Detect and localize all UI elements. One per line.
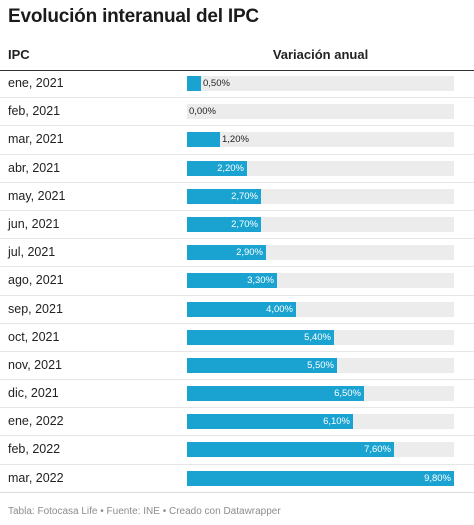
row-label: ene, 2021 xyxy=(8,76,64,90)
table-row: jul, 2021 2,90% xyxy=(0,239,474,268)
row-label: jun, 2021 xyxy=(8,216,60,231)
table-header: IPC Variación anual xyxy=(0,42,474,71)
bar-track: 2,90% xyxy=(187,245,454,261)
table-row: abr, 2021 2,20% xyxy=(0,155,474,183)
bar xyxy=(187,216,261,232)
table-row: feb, 2021 0,00% xyxy=(0,98,474,127)
bar-value-label: 5,50% xyxy=(307,359,334,371)
row-label: ene, 2022 xyxy=(8,414,64,429)
bar-value-label: 2,70% xyxy=(231,190,258,202)
table-row: jun, 2021 2,70% xyxy=(0,211,474,240)
table-row: nov, 2021 5,50% xyxy=(0,352,474,381)
bar-track: 2,70% xyxy=(187,188,454,204)
row-label: mar, 2022 xyxy=(8,470,64,485)
source-footer: Tabla: Fotocasa Life • Fuente: INE • Cre… xyxy=(8,506,281,517)
table-row: may, 2021 2,70% xyxy=(0,183,474,211)
bar xyxy=(187,273,277,289)
bar-track: 2,20% xyxy=(187,160,454,176)
row-label: dic, 2021 xyxy=(8,386,59,401)
bar xyxy=(187,470,454,486)
row-label: mar, 2021 xyxy=(8,132,64,147)
row-label: ago, 2021 xyxy=(8,273,64,288)
bar-track: 0,00% xyxy=(187,104,454,120)
table-row: ago, 2021 3,30% xyxy=(0,267,474,296)
bar xyxy=(187,414,353,430)
row-label: abr, 2021 xyxy=(8,160,61,175)
bar xyxy=(187,188,261,204)
row-label: nov, 2021 xyxy=(8,357,62,372)
bar xyxy=(187,76,201,91)
bar-track: 2,70% xyxy=(187,216,454,232)
table-row: feb, 2022 7,60% xyxy=(0,436,474,465)
bar xyxy=(187,160,247,176)
table-row: sep, 2021 4,00% xyxy=(0,296,474,324)
table-row: ene, 2021 0,50% xyxy=(0,70,474,99)
bar-track: 6,10% xyxy=(187,414,454,430)
table-row: oct, 2021 5,40% xyxy=(0,324,474,352)
row-label: feb, 2022 xyxy=(8,442,61,457)
bar-value-label: 2,90% xyxy=(236,247,263,259)
bar xyxy=(187,357,337,373)
bar-track: 1,20% xyxy=(187,132,454,148)
bar-value-label: 6,10% xyxy=(323,416,350,428)
bar-track: 4,00% xyxy=(187,301,454,317)
table-row: dic, 2021 6,50% xyxy=(0,380,474,409)
row-label: sep, 2021 xyxy=(8,301,63,316)
bar xyxy=(187,386,364,402)
bar xyxy=(187,329,334,345)
bar-table-body: ene, 2021 0,50% feb, 2021 0,00% mar, 2021 1,2… xyxy=(0,70,474,493)
bar-track: 0,50% xyxy=(187,76,454,91)
bar-value-label: 2,20% xyxy=(217,162,244,174)
bar-track: 5,40% xyxy=(187,329,454,345)
bar-value-label: 3,30% xyxy=(247,275,274,287)
row-label: may, 2021 xyxy=(8,188,66,203)
bar-value-label: 6,50% xyxy=(334,388,361,400)
bar-track: 6,50% xyxy=(187,386,454,402)
bar-track: 5,50% xyxy=(187,357,454,373)
bar-value-label: 1,20% xyxy=(222,134,249,146)
bar-value-label: 0,00% xyxy=(189,106,216,118)
bar-value-label: 5,40% xyxy=(304,331,331,343)
table-row: ene, 2022 6,10% xyxy=(0,408,474,437)
bar-value-label: 4,00% xyxy=(266,303,293,315)
bar-track: 9,80% xyxy=(187,470,454,486)
bar-value-label: 9,80% xyxy=(424,472,451,484)
bar xyxy=(187,245,266,261)
bar-track: 7,60% xyxy=(187,442,454,458)
bar xyxy=(187,442,394,458)
table-row: mar, 2022 9,80% xyxy=(0,465,474,493)
bar-value-label: 0,50% xyxy=(203,78,230,89)
column-header-ipc: IPC xyxy=(8,47,30,62)
row-label: jul, 2021 xyxy=(8,245,56,260)
row-label: oct, 2021 xyxy=(8,329,60,344)
bar xyxy=(187,132,220,148)
chart-title: Evolución interanual del IPC xyxy=(8,6,259,27)
bar-track: 3,30% xyxy=(187,273,454,289)
bar-value-label: 2,70% xyxy=(231,218,258,230)
bar-value-label: 7,60% xyxy=(364,444,391,456)
column-header-variacion: Variación anual xyxy=(272,47,369,62)
table-row: mar, 2021 1,20% xyxy=(0,126,474,155)
bar xyxy=(187,301,296,317)
row-label: feb, 2021 xyxy=(8,104,61,119)
